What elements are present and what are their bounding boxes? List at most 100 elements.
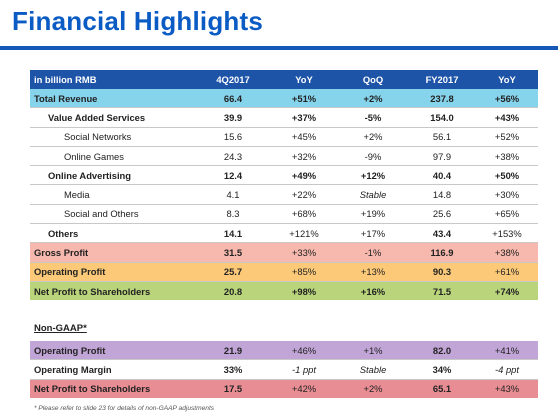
cell-4q2017: 21.9 <box>196 341 270 361</box>
cell-4q2017: 33% <box>196 359 270 380</box>
non-gaap-label: Non-GAAP* <box>34 323 87 334</box>
cell-qoq: +2% <box>338 379 408 398</box>
row-value-added-services: Value Added Services 39.9 +37% -5% 154.0… <box>30 107 538 128</box>
row-social-and-others: Social and Others 8.3 +68% +19% 25.6 +65… <box>30 204 538 225</box>
cell-4q2017: 31.5 <box>196 242 270 263</box>
cell-fy2017: 25.6 <box>408 204 476 225</box>
cell-4q2017: 17.5 <box>196 379 270 398</box>
cell-yoy: +85% <box>270 262 338 282</box>
row-social-networks: Social Networks 15.6 +45% +2% 56.1 +52% <box>30 127 538 147</box>
cell-yoy: +46% <box>270 341 338 361</box>
row-total-revenue: Total Revenue 66.4 +51% +2% 237.8 +56% <box>30 89 538 109</box>
cell-qoq: +13% <box>338 262 408 282</box>
header-fy-yoy: YoY <box>476 70 538 89</box>
row-label: Operating Profit <box>30 341 196 361</box>
cell-4q2017: 20.8 <box>196 281 270 301</box>
cell-fy2017: 56.1 <box>408 127 476 147</box>
row-operating-profit: Operating Profit 25.7 +85% +13% 90.3 +61… <box>30 262 538 282</box>
row-label: Net Profit to Shareholders <box>30 379 196 398</box>
cell-fy2017: 82.0 <box>408 341 476 361</box>
row-label: Media <box>30 184 196 205</box>
cell-qoq: +17% <box>338 223 408 244</box>
cell-fy-yoy: +38% <box>476 146 538 167</box>
cell-4q2017: 12.4 <box>196 165 270 186</box>
row-label: Online Games <box>30 146 196 167</box>
cell-qoq: +16% <box>338 281 408 301</box>
header-4q2017: 4Q2017 <box>196 70 270 89</box>
row-label: Total Revenue <box>30 89 196 109</box>
cell-qoq: +19% <box>338 204 408 225</box>
table-header: in billion RMB 4Q2017 YoY QoQ FY2017 YoY <box>30 70 538 89</box>
cell-4q2017: 66.4 <box>196 89 270 109</box>
header-qoq: QoQ <box>338 70 408 89</box>
row-label: Value Added Services <box>30 107 196 128</box>
cell-yoy: +33% <box>270 242 338 263</box>
row-nongaap-operating-margin: Operating Margin 33% -1 ppt Stable 34% -… <box>30 359 538 380</box>
header-fy2017: FY2017 <box>408 70 476 89</box>
cell-yoy: +22% <box>270 184 338 205</box>
cell-fy-yoy: +43% <box>476 107 538 128</box>
cell-qoq: +2% <box>338 127 408 147</box>
cell-qoq: -1% <box>338 242 408 263</box>
row-label: Operating Margin <box>30 359 196 380</box>
footnote: * Please refer to slide 23 for details o… <box>34 405 215 412</box>
cell-fy2017: 71.5 <box>408 281 476 301</box>
cell-fy-yoy: +61% <box>476 262 538 282</box>
cell-fy-yoy: +74% <box>476 281 538 301</box>
cell-qoq: -9% <box>338 146 408 167</box>
cell-qoq: +12% <box>338 165 408 186</box>
cell-fy2017: 34% <box>408 359 476 380</box>
title-rule <box>0 46 558 50</box>
cell-4q2017: 39.9 <box>196 107 270 128</box>
row-label: Operating Profit <box>30 262 196 282</box>
row-label: Social and Others <box>30 204 196 225</box>
row-net-profit-to-shareholders: Net Profit to Shareholders 20.8 +98% +16… <box>30 281 538 301</box>
cell-fy-yoy: +65% <box>476 204 538 225</box>
cell-fy-yoy: +41% <box>476 341 538 361</box>
cell-fy-yoy: +153% <box>476 223 538 244</box>
cell-fy2017: 116.9 <box>408 242 476 263</box>
cell-yoy: +121% <box>270 223 338 244</box>
page-title: Financial Highlights <box>12 6 264 36</box>
row-label: Social Networks <box>30 127 196 147</box>
cell-fy-yoy: +50% <box>476 165 538 186</box>
cell-yoy: +42% <box>270 379 338 398</box>
cell-qoq: +2% <box>338 89 408 109</box>
cell-yoy: +49% <box>270 165 338 186</box>
cell-fy-yoy: +38% <box>476 242 538 263</box>
cell-yoy: +45% <box>270 127 338 147</box>
cell-yoy: -1 ppt <box>270 359 338 380</box>
cell-yoy: +68% <box>270 204 338 225</box>
row-nongaap-net-profit: Net Profit to Shareholders 17.5 +42% +2%… <box>30 379 538 398</box>
cell-fy-yoy: +52% <box>476 127 538 147</box>
row-online-games: Online Games 24.3 +32% -9% 97.9 +38% <box>30 146 538 167</box>
row-nongaap-operating-profit: Operating Profit 21.9 +46% +1% 82.0 +41% <box>30 341 538 361</box>
cell-fy2017: 65.1 <box>408 379 476 398</box>
cell-qoq: -5% <box>338 107 408 128</box>
header-label: in billion RMB <box>30 70 196 89</box>
cell-fy-yoy: +30% <box>476 184 538 205</box>
row-others: Others 14.1 +121% +17% 43.4 +153% <box>30 223 538 244</box>
row-label: Online Advertising <box>30 165 196 186</box>
row-label: Net Profit to Shareholders <box>30 281 196 301</box>
cell-yoy: +32% <box>270 146 338 167</box>
cell-fy2017: 97.9 <box>408 146 476 167</box>
cell-fy-yoy: +56% <box>476 89 538 109</box>
row-label: Gross Profit <box>30 242 196 263</box>
cell-4q2017: 24.3 <box>196 146 270 167</box>
cell-fy2017: 40.4 <box>408 165 476 186</box>
row-label: Others <box>30 223 196 244</box>
cell-qoq: +1% <box>338 341 408 361</box>
financial-table: in billion RMB 4Q2017 YoY QoQ FY2017 YoY… <box>30 70 538 301</box>
row-media: Media 4.1 +22% Stable 14.8 +30% <box>30 184 538 205</box>
cell-fy2017: 43.4 <box>408 223 476 244</box>
cell-4q2017: 4.1 <box>196 184 270 205</box>
cell-fy2017: 14.8 <box>408 184 476 205</box>
row-online-advertising: Online Advertising 12.4 +49% +12% 40.4 +… <box>30 165 538 186</box>
cell-yoy: +51% <box>270 89 338 109</box>
cell-fy2017: 90.3 <box>408 262 476 282</box>
cell-qoq: Stable <box>338 184 408 205</box>
cell-fy2017: 154.0 <box>408 107 476 128</box>
cell-fy-yoy: -4 ppt <box>476 359 538 380</box>
non-gaap-table: Operating Profit 21.9 +46% +1% 82.0 +41%… <box>30 341 538 398</box>
